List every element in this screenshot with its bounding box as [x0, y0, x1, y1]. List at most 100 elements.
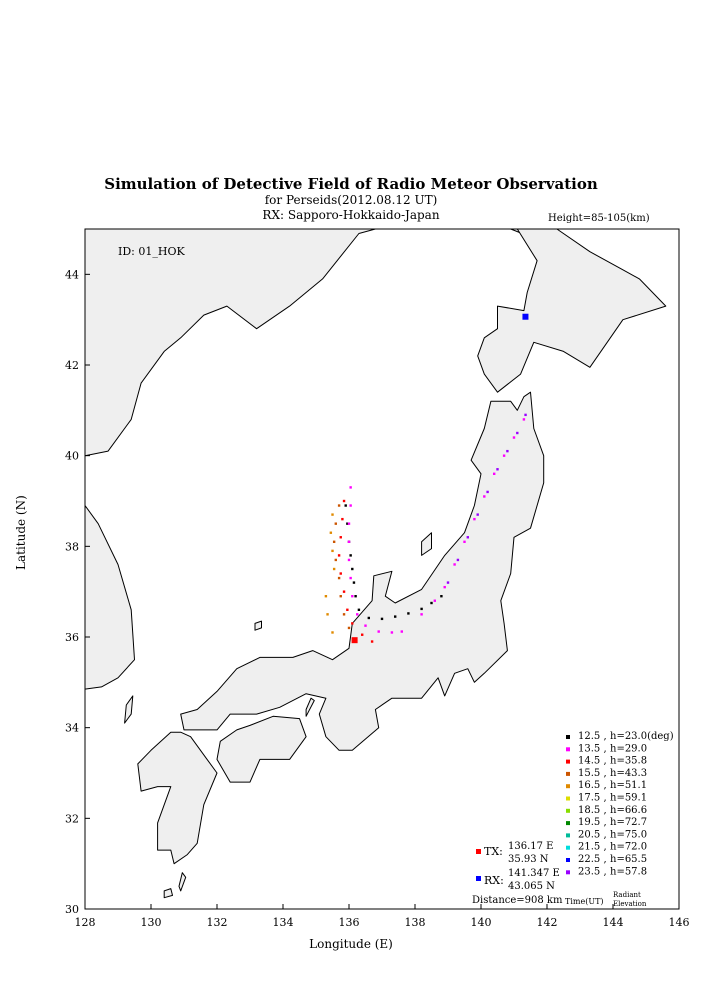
legend-elevation: h=23.0(deg) [610, 731, 674, 742]
legend-time-header: Time(UT) [565, 897, 604, 906]
legend-elevation: h=66.6 [610, 805, 647, 816]
legend-time: 23.5 , [578, 866, 607, 877]
legend-swatch [566, 735, 570, 739]
meteor-point-13.5 [351, 595, 354, 598]
chart-title: Simulation of Detective Field of Radio M… [104, 175, 598, 193]
x-tick-label: 138 [405, 916, 426, 929]
meteor-point-13.5 [443, 585, 446, 589]
meteor-point-14.5 [339, 572, 342, 575]
oki-islands-shape [254, 620, 262, 631]
meteor-point-16.5 [331, 513, 334, 516]
meteor-point-13.5 [377, 630, 380, 633]
legend-time: 20.5 , [578, 829, 607, 840]
legend-swatch [566, 759, 570, 764]
meteor-point-13.5 [349, 486, 352, 489]
meteor-point-12.5 [344, 504, 347, 507]
meteor-point-12.5 [349, 554, 352, 557]
meteor-point-13.5 [512, 436, 516, 439]
hokkaido-shape [477, 228, 667, 393]
meteor-point-23.5 [496, 468, 499, 471]
legend-elevation: h=75.0 [610, 829, 647, 840]
meteor-point-23.5 [466, 536, 469, 539]
legend-swatch [566, 821, 570, 826]
meteor-point-12.5 [367, 616, 370, 620]
chart-subtitle: for Perseids(2012.08.12 UT) [264, 193, 438, 207]
meteor-point-14.5 [370, 640, 374, 643]
axis-ticks: 128 130 132 134 136 138 140 142 144 146 30 32 34 36 38… [65, 268, 690, 929]
meteor-point-14.5 [342, 499, 346, 503]
meteor-point-14.5 [339, 536, 342, 539]
meteor-point-14.5 [351, 622, 354, 625]
shikoku-shape [216, 715, 307, 783]
x-tick-label: 128 [75, 916, 96, 929]
meteor-point-23.5 [446, 581, 450, 584]
legend-swatch [566, 784, 570, 789]
meteor-point-15.5 [337, 504, 341, 507]
legend: 12.5 , h=23.0(deg)13.5 , h=29.014.5 , h=35.… [472, 731, 674, 908]
meteor-point-16.5 [329, 531, 333, 534]
x-tick-label: 130 [141, 916, 162, 929]
id-label: ID: 01_HOK [118, 245, 185, 258]
legend-time: 21.5 , [578, 842, 607, 853]
legend-elevation: h=43.3 [610, 768, 647, 779]
meteor-point-13.5 [483, 495, 486, 498]
meteor-point-12.5 [440, 595, 443, 598]
mainland-asia-shape [84, 228, 376, 457]
meteor-point-13.5 [473, 517, 476, 521]
meteor-point-13.5 [390, 631, 394, 634]
meteor-point-23.5 [524, 413, 527, 417]
meteor-point-23.5 [476, 513, 479, 516]
y-tick-label: 34 [65, 722, 79, 735]
meteor-point-16.5 [324, 595, 328, 598]
legend-elevation: h=59.1 [610, 793, 647, 804]
meteor-point-13.5 [522, 418, 526, 421]
legend-time: 22.5 , [578, 854, 607, 865]
tx-station-marker [351, 637, 358, 644]
meteor-point-13.5 [433, 599, 436, 602]
meteor-point-16.5 [332, 567, 336, 571]
meteor-point-14.5 [342, 590, 346, 593]
meteor-point-14.5 [337, 554, 341, 557]
legend-swatch [566, 833, 570, 838]
y-tick-label: 44 [65, 268, 79, 281]
meteor-point-12.5 [354, 595, 357, 598]
meteor-point-23.5 [456, 558, 460, 562]
legend-time: 14.5 , [578, 756, 607, 767]
kyushu-shape [137, 731, 218, 865]
meteor-point-12.5 [346, 522, 349, 525]
x-tick-label: 134 [273, 916, 294, 929]
y-tick-label: 38 [65, 540, 79, 553]
y-tick-label: 40 [65, 450, 79, 463]
meteor-point-15.5 [332, 540, 336, 543]
meteor-point-13.5 [420, 613, 423, 616]
legend-time: 13.5 , [578, 743, 607, 754]
x-tick-label: 142 [537, 916, 558, 929]
meteor-point-15.5 [347, 626, 351, 630]
meteor-point-13.5 [349, 576, 352, 580]
legend-elev-header: Elevation [613, 900, 647, 908]
legend-elevation: h=51.1 [610, 780, 647, 791]
legend-swatch [566, 808, 570, 813]
honshu-shape [180, 391, 545, 751]
legend-elevation: h=57.8 [610, 866, 647, 877]
rx-legend-swatch [476, 876, 481, 881]
legend-time: 17.5 , [578, 793, 607, 804]
legend-swatch [566, 870, 570, 875]
sado-island-shape [421, 532, 432, 556]
meteor-point-15.5 [334, 558, 337, 562]
meteor-point-13.5 [349, 504, 352, 507]
legend-elev-header: Radiant [613, 891, 641, 899]
meteor-point-12.5 [430, 601, 433, 605]
distance-label: Distance=908 km [472, 895, 563, 906]
tx-label: TX: [484, 845, 503, 858]
meteor-point-16.5 [326, 613, 329, 616]
awaji-island-shape [305, 697, 315, 717]
yakushima-shape [163, 888, 173, 899]
korea-shape [84, 505, 135, 690]
y-tick-label: 36 [65, 631, 79, 644]
stations [351, 313, 529, 644]
meteor-point-23.5 [516, 431, 519, 435]
legend-time: 18.5 , [578, 805, 607, 816]
meteor-point-16.5 [331, 549, 334, 553]
